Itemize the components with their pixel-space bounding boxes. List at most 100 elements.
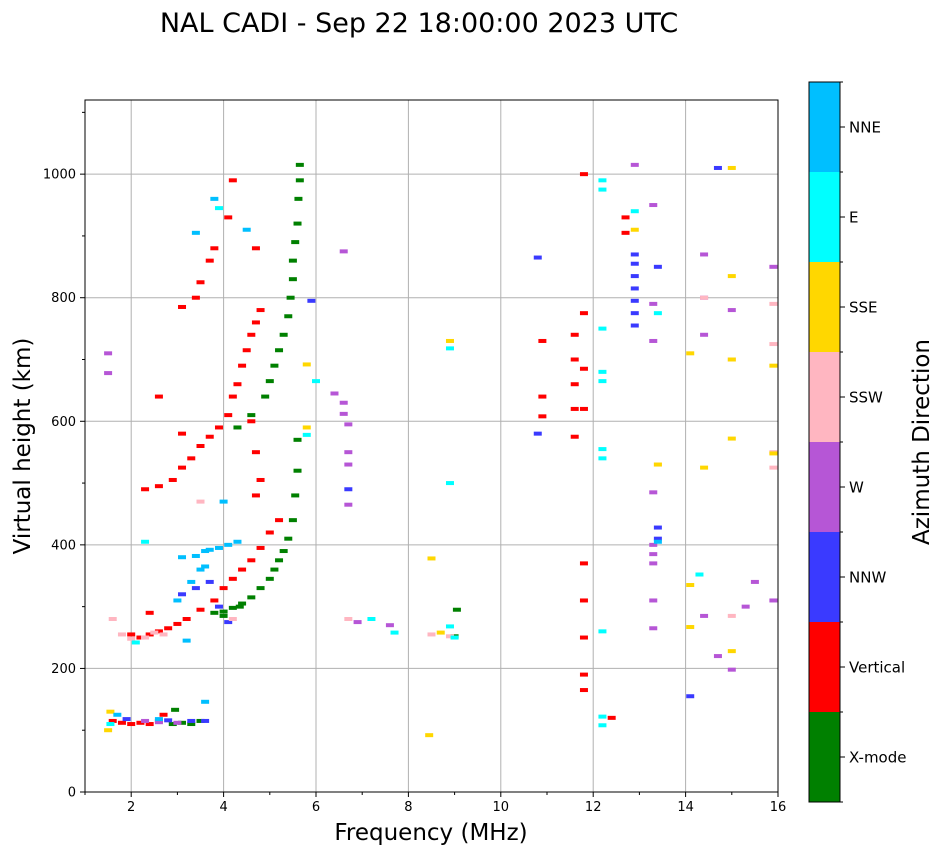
echo-point	[265, 530, 274, 535]
echo-point	[598, 714, 607, 719]
echo-point	[247, 419, 256, 424]
echo-point	[769, 342, 778, 347]
echo-point	[649, 203, 658, 208]
echo-point	[649, 598, 658, 603]
colorbar-segment	[809, 262, 840, 352]
echo-point	[367, 617, 376, 621]
echo-point	[538, 394, 547, 399]
echo-point	[205, 258, 214, 263]
echo-point	[279, 549, 288, 554]
echo-point	[607, 715, 616, 720]
x-tick-label: 2	[127, 800, 135, 815]
echo-point	[570, 382, 579, 387]
echo-point	[727, 613, 736, 618]
echo-point	[579, 561, 588, 566]
colorbar-tick-label: NNW	[849, 569, 886, 587]
colorbar-segment	[809, 172, 840, 262]
echo-point	[275, 518, 284, 523]
echo-point	[579, 366, 588, 371]
echo-point	[653, 264, 662, 269]
echo-point	[630, 274, 639, 279]
echo-point	[385, 623, 394, 628]
echo-point	[196, 499, 205, 504]
echo-point	[344, 462, 353, 467]
echo-point	[178, 304, 187, 309]
echo-point	[187, 722, 196, 727]
echo-point	[238, 567, 247, 572]
echo-point	[288, 277, 297, 282]
echo-point	[649, 542, 658, 547]
echo-point	[224, 620, 233, 625]
echo-point	[727, 649, 736, 654]
echo-point	[653, 311, 662, 316]
echo-point	[247, 413, 256, 418]
colorbar-segment	[809, 82, 840, 172]
echo-point	[201, 564, 210, 569]
echo-point	[251, 450, 260, 455]
echo-point	[286, 295, 295, 300]
echo-point	[205, 434, 214, 439]
echo-point	[224, 215, 233, 220]
echo-point	[295, 178, 304, 183]
echo-point	[344, 617, 353, 621]
echo-point	[108, 617, 117, 621]
echo-point	[228, 178, 237, 183]
echo-point	[224, 413, 233, 418]
echo-point	[727, 165, 736, 170]
echo-point	[344, 450, 353, 455]
echo-point	[201, 718, 210, 723]
echo-point	[275, 348, 284, 353]
x-tick-label: 12	[585, 800, 602, 815]
x-tick-label: 10	[493, 800, 510, 815]
colorbar-segment	[809, 352, 840, 442]
echo-point	[579, 406, 588, 411]
echo-point	[330, 391, 339, 396]
echo-point	[141, 718, 150, 723]
echo-point	[233, 425, 242, 430]
echo-point	[427, 632, 436, 637]
echo-point	[293, 437, 302, 442]
echo-point	[214, 545, 223, 550]
echo-point	[171, 707, 180, 712]
echo-point	[713, 654, 722, 659]
echo-point	[265, 379, 274, 384]
echo-point	[242, 227, 251, 232]
echo-point	[630, 227, 639, 232]
echo-point	[145, 722, 154, 727]
colorbar-tick-label: X-mode	[849, 749, 906, 767]
echo-point	[182, 617, 191, 621]
echo-point	[136, 635, 145, 640]
echo-point	[159, 712, 168, 717]
echo-point	[700, 295, 709, 300]
echo-point	[686, 694, 695, 699]
echo-point	[104, 371, 113, 376]
echo-point	[445, 338, 454, 343]
echo-point	[598, 369, 607, 374]
echo-point	[154, 394, 163, 399]
echo-point	[649, 626, 658, 631]
echo-point	[219, 613, 228, 618]
echo-point	[219, 499, 228, 504]
echo-point	[353, 620, 362, 625]
echo-point	[653, 525, 662, 530]
echo-point	[598, 723, 607, 728]
echo-point	[196, 444, 205, 448]
echo-point	[769, 264, 778, 269]
echo-point	[579, 172, 588, 177]
echo-point	[630, 311, 639, 316]
echo-point	[178, 465, 187, 470]
echo-point	[598, 187, 607, 192]
echo-point	[621, 215, 630, 220]
echo-point	[538, 338, 547, 343]
echo-point	[630, 323, 639, 328]
echo-point	[339, 400, 348, 405]
x-axis-label: Frequency (MHz)	[334, 820, 527, 846]
echo-point	[700, 332, 709, 337]
echo-point	[769, 598, 778, 603]
y-tick-label: 600	[51, 415, 76, 430]
echo-point	[233, 382, 242, 387]
colorbar-label: Azimuth Direction	[909, 339, 935, 545]
echo-point	[445, 634, 454, 639]
echo-point	[452, 607, 461, 612]
echo-point	[108, 718, 117, 723]
